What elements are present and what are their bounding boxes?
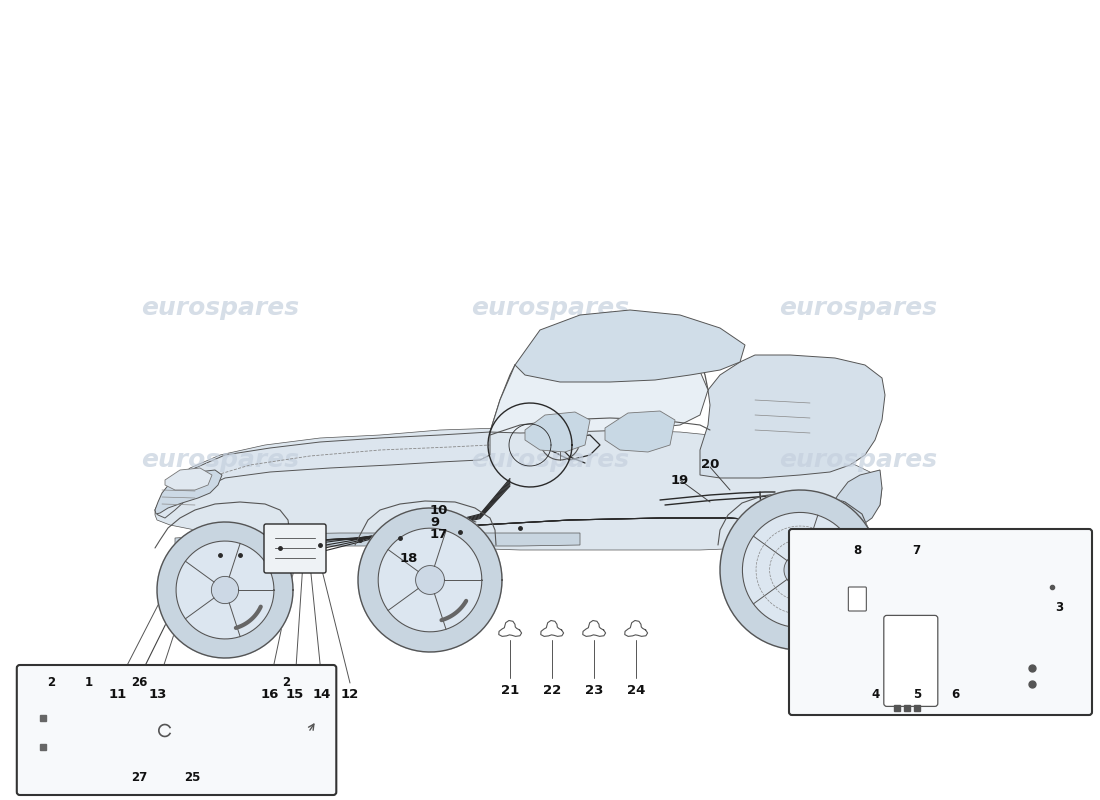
Polygon shape xyxy=(515,310,745,382)
Polygon shape xyxy=(155,428,882,550)
Text: 15: 15 xyxy=(286,689,304,702)
Text: 21: 21 xyxy=(500,683,519,697)
Text: 18: 18 xyxy=(400,551,418,565)
Text: 23: 23 xyxy=(585,683,603,697)
Polygon shape xyxy=(742,513,858,627)
Polygon shape xyxy=(211,577,239,603)
Polygon shape xyxy=(155,432,490,518)
Text: 19: 19 xyxy=(671,474,689,486)
Text: 24: 24 xyxy=(627,683,646,697)
Text: 25: 25 xyxy=(184,770,200,784)
Text: 6: 6 xyxy=(952,687,959,701)
Text: 10: 10 xyxy=(430,503,449,517)
Text: 5: 5 xyxy=(913,687,921,701)
Polygon shape xyxy=(157,522,293,658)
Polygon shape xyxy=(525,412,590,452)
Polygon shape xyxy=(155,470,222,514)
Text: 2: 2 xyxy=(47,676,55,690)
Polygon shape xyxy=(378,528,482,632)
FancyBboxPatch shape xyxy=(789,529,1092,715)
Text: 9: 9 xyxy=(430,515,439,529)
Text: 8: 8 xyxy=(854,543,861,557)
Polygon shape xyxy=(175,533,580,548)
Polygon shape xyxy=(416,566,444,594)
Polygon shape xyxy=(165,468,212,490)
FancyBboxPatch shape xyxy=(848,587,867,611)
Polygon shape xyxy=(784,554,816,586)
Text: 26: 26 xyxy=(131,676,147,690)
FancyBboxPatch shape xyxy=(264,524,326,573)
Text: 1: 1 xyxy=(85,676,92,690)
FancyBboxPatch shape xyxy=(883,615,938,706)
Text: 11: 11 xyxy=(109,689,128,702)
Polygon shape xyxy=(490,340,708,433)
Text: 3: 3 xyxy=(1055,601,1064,614)
Text: 13: 13 xyxy=(148,689,167,702)
Text: eurospares: eurospares xyxy=(779,448,937,472)
Polygon shape xyxy=(359,508,502,652)
Text: 22: 22 xyxy=(543,683,561,697)
Text: 12: 12 xyxy=(341,689,359,702)
Polygon shape xyxy=(818,470,882,542)
Text: 2: 2 xyxy=(283,676,290,690)
Text: 4: 4 xyxy=(871,687,879,701)
Text: 17: 17 xyxy=(430,527,449,541)
Text: 27: 27 xyxy=(131,770,147,784)
Text: eurospares: eurospares xyxy=(141,448,299,472)
Polygon shape xyxy=(605,411,675,452)
Polygon shape xyxy=(700,355,886,478)
Text: 16: 16 xyxy=(261,689,279,702)
Text: 20: 20 xyxy=(701,458,719,471)
Text: eurospares: eurospares xyxy=(471,296,629,320)
Text: 14: 14 xyxy=(312,689,331,702)
Text: 7: 7 xyxy=(913,543,921,557)
Polygon shape xyxy=(720,490,880,650)
Text: eurospares: eurospares xyxy=(779,296,937,320)
Text: eurospares: eurospares xyxy=(471,448,629,472)
Text: eurospares: eurospares xyxy=(141,296,299,320)
Polygon shape xyxy=(176,541,274,639)
FancyBboxPatch shape xyxy=(16,665,337,795)
